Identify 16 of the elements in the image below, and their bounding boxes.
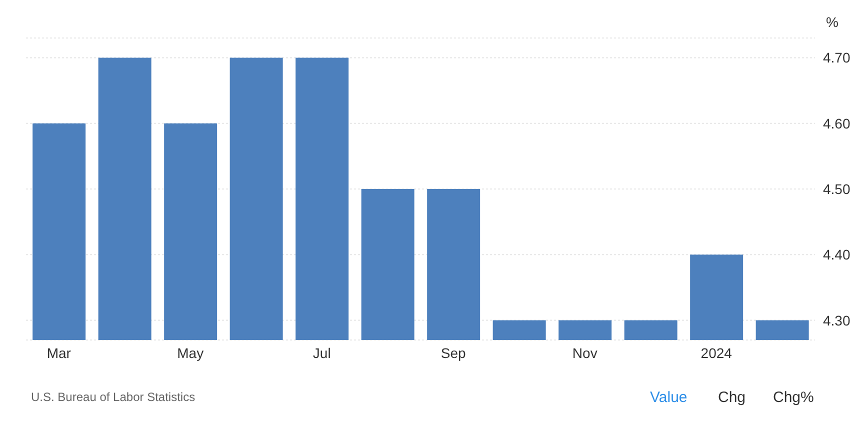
- y-axis-title: %: [826, 14, 838, 30]
- y-tick-label: 4.50: [823, 180, 850, 197]
- text: Value: [650, 389, 688, 406]
- y-tick-label: 4.70: [823, 50, 850, 66]
- y-tick-label: 4.40: [823, 246, 850, 263]
- y-tick-label: 4.60: [823, 115, 850, 132]
- x-tick-label: May: [177, 344, 204, 361]
- x-tick-label: Jul: [312, 344, 331, 361]
- text: U.S. Bureau of Labor Statistics: [31, 390, 196, 404]
- x-tick-label: 2024: [700, 344, 732, 361]
- text: Chg: [718, 389, 746, 406]
- x-tick-label: Mar: [46, 344, 72, 361]
- text: Chg%: [773, 389, 814, 406]
- x-tick-label: Sep: [440, 344, 466, 361]
- x-tick-label: Nov: [572, 344, 598, 361]
- y-tick-label: 4.30: [823, 312, 850, 328]
